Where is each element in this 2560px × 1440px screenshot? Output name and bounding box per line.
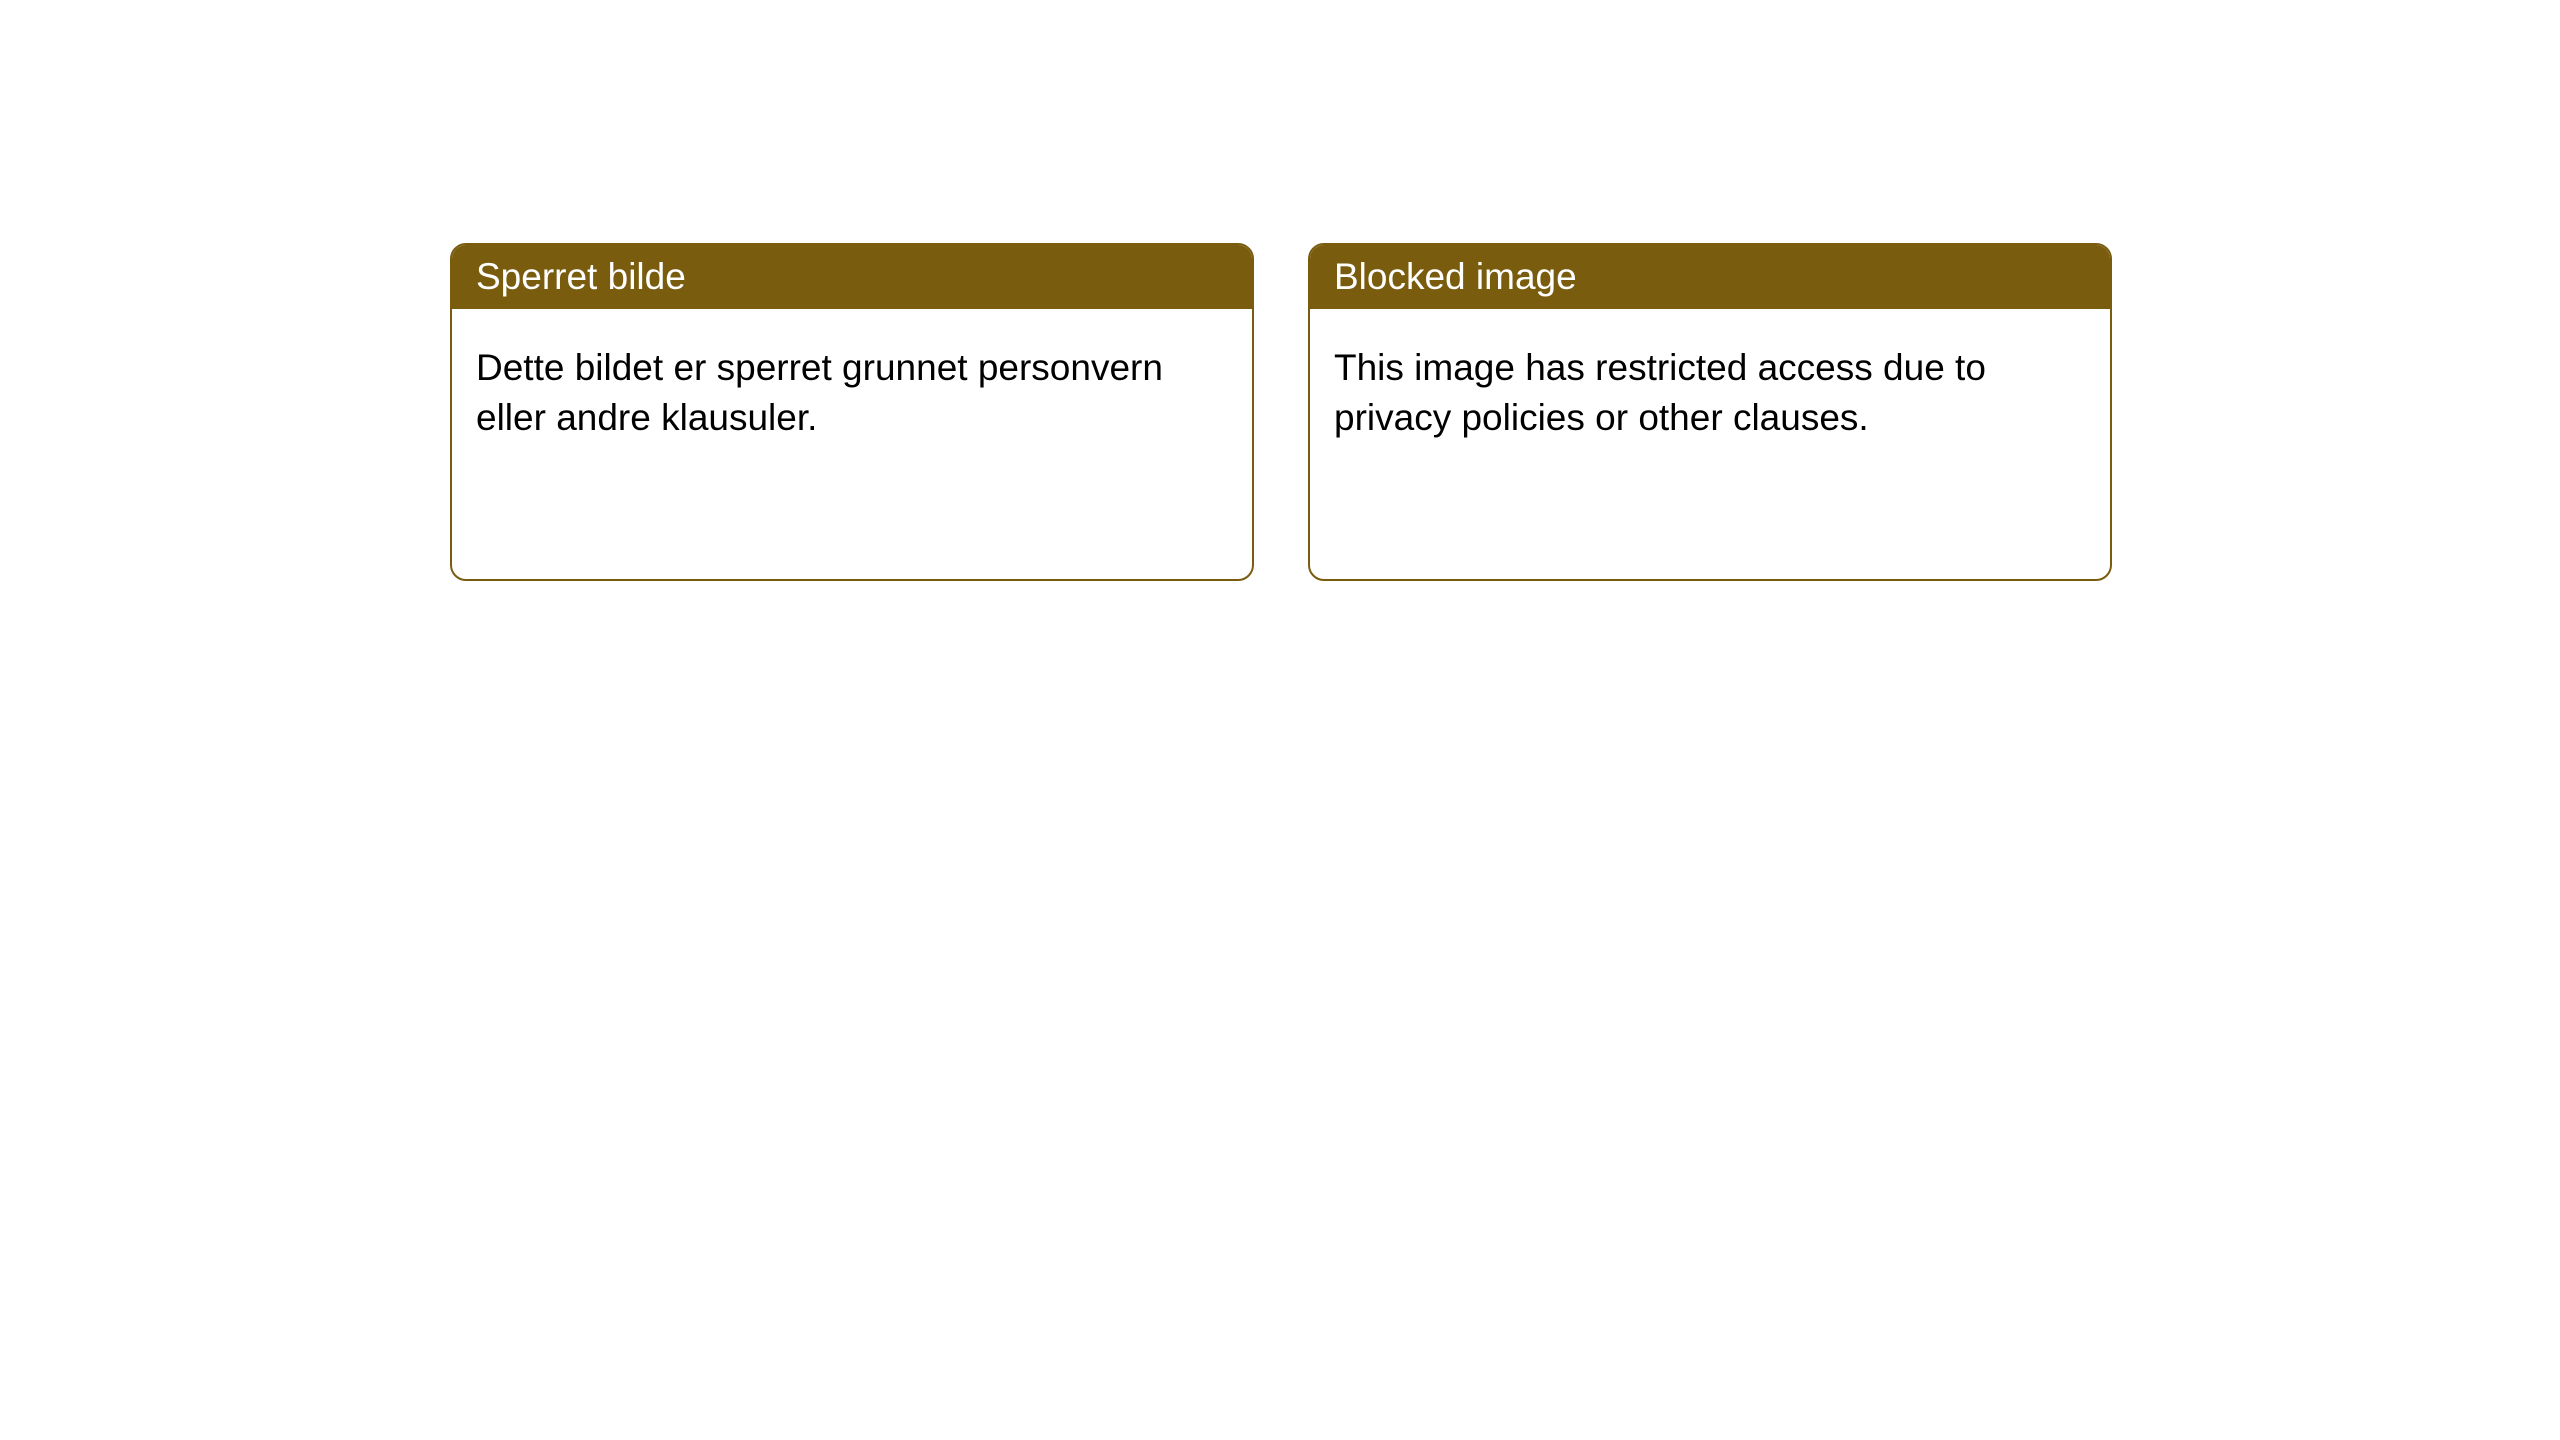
notice-title-norwegian: Sperret bilde [452, 245, 1252, 309]
notice-body-norwegian: Dette bildet er sperret grunnet personve… [452, 309, 1252, 467]
notice-title-english: Blocked image [1310, 245, 2110, 309]
notice-card-norwegian: Sperret bilde Dette bildet er sperret gr… [450, 243, 1254, 581]
notice-container: Sperret bilde Dette bildet er sperret gr… [0, 0, 2560, 581]
notice-body-english: This image has restricted access due to … [1310, 309, 2110, 467]
notice-card-english: Blocked image This image has restricted … [1308, 243, 2112, 581]
